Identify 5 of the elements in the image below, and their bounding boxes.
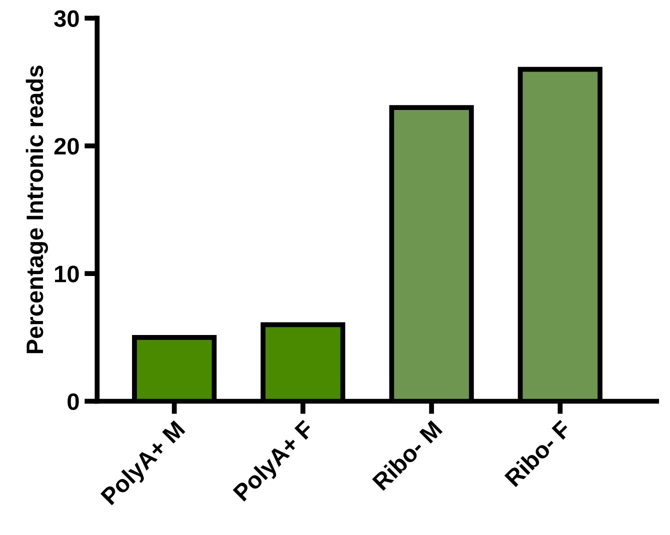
y-tick-label: 20 bbox=[54, 138, 79, 155]
y-tick-label: 30 bbox=[54, 10, 79, 28]
y-axis-title: Percentage Intronic reads bbox=[26, 66, 48, 354]
y-tick-label: 0 bbox=[68, 393, 79, 410]
y-tick-label: 10 bbox=[55, 266, 79, 282]
